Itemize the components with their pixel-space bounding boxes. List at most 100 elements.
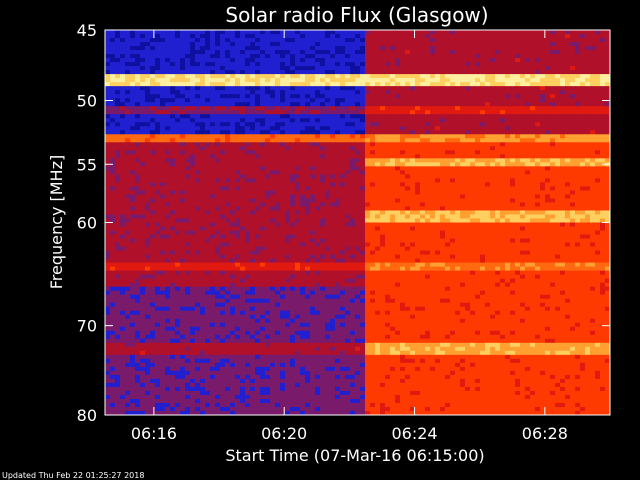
heatmap-cell xyxy=(200,186,206,192)
heatmap-cell xyxy=(390,178,396,183)
heatmap-cell xyxy=(525,222,531,228)
heatmap-cell xyxy=(335,186,341,192)
heatmap-cell xyxy=(405,106,411,111)
heatmap-cell xyxy=(575,54,581,59)
heatmap-cell xyxy=(605,138,610,143)
heatmap-cell xyxy=(220,106,226,111)
heatmap-cell xyxy=(555,122,561,127)
heatmap-cell xyxy=(575,70,581,75)
heatmap-cell xyxy=(400,186,406,192)
heatmap-cell xyxy=(185,210,191,216)
heatmap-cell xyxy=(470,170,476,175)
heatmap-cell xyxy=(400,162,406,167)
heatmap-cell xyxy=(420,46,426,51)
heatmap-cell xyxy=(120,170,126,175)
heatmap-cell xyxy=(125,58,131,63)
heatmap-cell xyxy=(535,190,541,196)
heatmap-cell xyxy=(370,130,376,135)
heatmap-cell xyxy=(260,138,266,143)
heatmap-cell xyxy=(115,226,121,232)
heatmap-cell xyxy=(595,206,601,212)
heatmap-cell xyxy=(390,218,396,224)
heatmap-cell xyxy=(395,142,401,147)
heatmap-cell xyxy=(495,162,501,167)
heatmap-cell xyxy=(340,162,346,167)
heatmap-cell xyxy=(550,166,556,171)
heatmap-cell xyxy=(375,86,381,91)
heatmap-cell xyxy=(115,214,121,220)
heatmap-cell xyxy=(140,146,146,151)
heatmap-cell xyxy=(430,38,436,43)
heatmap-cell xyxy=(115,142,121,147)
heatmap-cell xyxy=(215,214,221,220)
heatmap-cell xyxy=(430,178,436,183)
heatmap-cell xyxy=(555,162,561,167)
heatmap-cell xyxy=(200,210,206,216)
heatmap-cell xyxy=(595,90,601,95)
heatmap-cell xyxy=(215,222,221,228)
heatmap-cell xyxy=(140,210,146,216)
heatmap-cell xyxy=(485,102,491,107)
heatmap-cell xyxy=(210,126,216,131)
heatmap-cell xyxy=(280,118,286,123)
heatmap-cell xyxy=(185,206,191,212)
heatmap-cell xyxy=(560,98,566,103)
heatmap-cell xyxy=(235,110,241,115)
heatmap-cell xyxy=(560,222,566,228)
heatmap-cell xyxy=(570,218,576,224)
heatmap-cell xyxy=(360,58,366,63)
heatmap-cell xyxy=(525,86,531,91)
heatmap-cell xyxy=(590,142,596,147)
heatmap-cell xyxy=(375,54,381,59)
heatmap-cell xyxy=(560,202,566,208)
heatmap-cell xyxy=(250,186,256,192)
heatmap-cell xyxy=(430,158,436,163)
heatmap-cell xyxy=(200,78,206,83)
heatmap-cell xyxy=(445,102,451,107)
heatmap-cell xyxy=(265,166,271,171)
heatmap-cell xyxy=(130,130,136,135)
heatmap-cell xyxy=(195,86,201,91)
heatmap-cell xyxy=(125,206,131,212)
heatmap-cell xyxy=(125,190,131,196)
heatmap-cell xyxy=(310,198,316,204)
heatmap-cell xyxy=(105,158,111,163)
heatmap-cell xyxy=(520,82,526,87)
heatmap-cell xyxy=(405,94,411,99)
heatmap-cell xyxy=(375,34,381,39)
heatmap-cell xyxy=(280,214,286,220)
heatmap-cell xyxy=(540,222,546,228)
heatmap-cell xyxy=(555,90,561,95)
heatmap-cell xyxy=(190,190,196,196)
heatmap-cell xyxy=(595,126,601,131)
heatmap-cell xyxy=(510,154,516,159)
heatmap-cell xyxy=(450,74,456,79)
heatmap-cell xyxy=(465,74,471,79)
heatmap-cell xyxy=(405,170,411,175)
heatmap-cell xyxy=(580,154,586,159)
heatmap-cell xyxy=(575,190,581,196)
heatmap-cell xyxy=(215,190,221,196)
heatmap-cell xyxy=(210,34,216,39)
heatmap-cell xyxy=(455,62,461,67)
heatmap-cell xyxy=(440,178,446,183)
heatmap-cell xyxy=(205,138,211,143)
heatmap-cell xyxy=(440,66,446,71)
heatmap-cell xyxy=(105,114,111,119)
heatmap-cell xyxy=(265,218,271,224)
heatmap-cell xyxy=(340,118,346,123)
heatmap-cell xyxy=(470,46,476,51)
heatmap-cell xyxy=(570,214,576,220)
heatmap-cell xyxy=(235,58,241,63)
heatmap-cell xyxy=(320,70,326,75)
heatmap-cell xyxy=(585,150,591,155)
heatmap-cell xyxy=(570,186,576,192)
heatmap-cell xyxy=(370,70,376,75)
heatmap-cell xyxy=(105,206,111,212)
heatmap-cell xyxy=(400,134,406,139)
heatmap-cell xyxy=(535,142,541,147)
heatmap-cell xyxy=(325,158,331,163)
heatmap-cell xyxy=(240,34,246,39)
heatmap-cell xyxy=(440,190,446,196)
heatmap-cell xyxy=(510,70,516,75)
